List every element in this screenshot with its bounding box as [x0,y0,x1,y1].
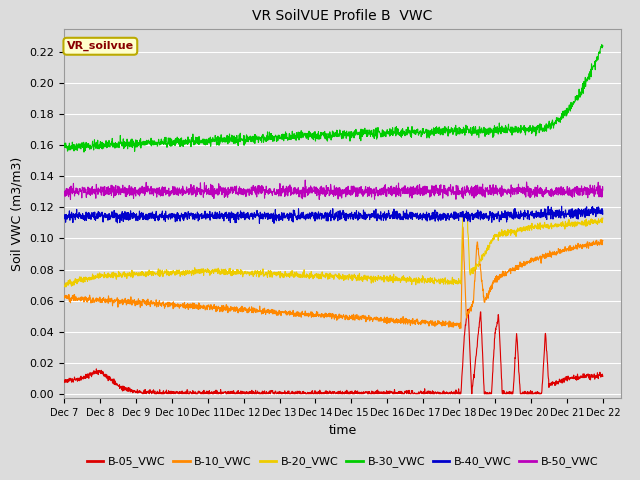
X-axis label: time: time [328,424,356,437]
Legend: B-05_VWC, B-10_VWC, B-20_VWC, B-30_VWC, B-40_VWC, B-50_VWC: B-05_VWC, B-10_VWC, B-20_VWC, B-30_VWC, … [82,452,603,472]
Text: VR_soilvue: VR_soilvue [67,41,134,51]
Title: VR SoilVUE Profile B  VWC: VR SoilVUE Profile B VWC [252,10,433,24]
Y-axis label: Soil VWC (m3/m3): Soil VWC (m3/m3) [11,156,24,271]
